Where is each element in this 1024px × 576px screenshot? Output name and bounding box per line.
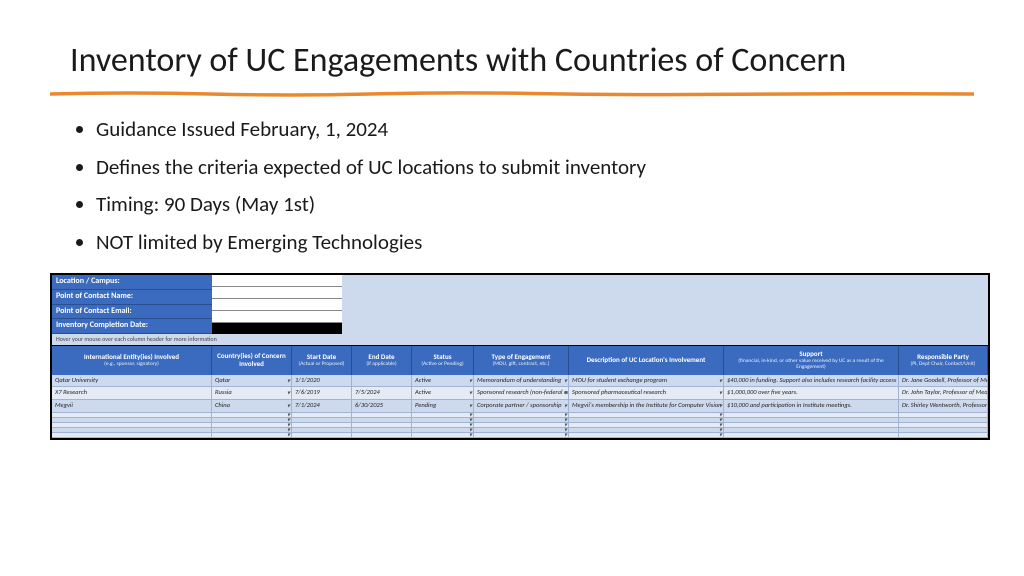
form-label-completion-date: Inventory Completion Date: (52, 319, 212, 334)
hint-text: Hover your mouse over each column header… (52, 334, 988, 346)
cell-end[interactable] (352, 433, 412, 438)
form-label-contact-name: Point of Contact Name: (52, 290, 212, 305)
cell-start[interactable] (292, 433, 352, 438)
table-header-row: International Entity(ies) Involved(e.g.,… (52, 346, 988, 375)
cell-resp[interactable]: Dr. Shirley Wentworth, Professor of C (899, 400, 988, 413)
bullet-item: Guidance Issued February, 1, 2024 (96, 113, 974, 147)
dropdown-arrow-icon[interactable]: ▾ (719, 377, 722, 384)
col-header-start: Start Date(Actual or Proposed) (292, 346, 352, 375)
col-header-status: Status(Active or Pending) (412, 346, 474, 375)
table-row: MegviiChina▾7/1/20246/30/2025Pending▾Cor… (52, 400, 988, 413)
form-input-location[interactable] (212, 275, 342, 287)
cell-type[interactable]: Corporate partner / sponsorship▾ (474, 400, 569, 413)
cell-status[interactable]: ▾ (412, 433, 474, 438)
cell-resp[interactable] (899, 433, 988, 438)
cell-resp[interactable]: Dr. Jane Goodell, Professor of Mecha (899, 375, 988, 388)
col-header-country: Country(ies) of Concern Involved (212, 346, 292, 375)
bullet-list: Guidance Issued February, 1, 2024 Define… (50, 113, 974, 259)
table-row: X7 ResearchRussia▾7/6/20197/5/2024Active… (52, 387, 988, 400)
form-header-area: Location / Campus: Point of Contact Name… (52, 275, 988, 333)
cell-end[interactable]: 7/5/2024 (352, 387, 412, 400)
cell-desc[interactable]: Sponsored pharmaceutical research▾ (569, 387, 724, 400)
bullet-item: NOT limited by Emerging Technologies (96, 226, 974, 260)
col-header-resp: Responsible Party(PI, Dept Chair, Contac… (899, 346, 988, 375)
cell-type[interactable]: Sponsored research (non-federal only)▾ (474, 387, 569, 400)
dropdown-arrow-icon[interactable]: ▾ (564, 403, 567, 410)
page-title: Inventory of UC Engagements with Countri… (50, 40, 974, 81)
form-label-contact-email: Point of Contact Email: (52, 305, 212, 320)
dropdown-arrow-icon[interactable]: ▾ (564, 377, 567, 384)
bullet-item: Defines the criteria expected of UC loca… (96, 151, 974, 185)
cell-resp[interactable]: Dr. John Taylor, Professor of Medicine (899, 387, 988, 400)
bullet-item: Timing: 90 Days (May 1st) (96, 188, 974, 222)
cell-country[interactable]: Russia▾ (212, 387, 292, 400)
dropdown-arrow-icon[interactable]: ▾ (469, 390, 472, 397)
dropdown-arrow-icon[interactable]: ▾ (469, 433, 472, 438)
dropdown-arrow-icon[interactable]: ▾ (719, 403, 722, 410)
title-underline (50, 91, 974, 95)
cell-country[interactable]: China▾ (212, 400, 292, 413)
cell-support[interactable]: $40,000 in funding. Support also include… (724, 375, 899, 388)
cell-entity[interactable]: X7 Research (52, 387, 212, 400)
spreadsheet-screenshot: Location / Campus: Point of Contact Name… (50, 273, 990, 440)
table-body: Qatar UniversityQatar▾1/1/2020 Active▾Mem… (52, 375, 988, 438)
dropdown-arrow-icon[interactable]: ▾ (564, 433, 567, 438)
form-input-contact-name[interactable] (212, 287, 342, 299)
cell-start[interactable]: 7/1/2024 (292, 400, 352, 413)
cell-desc[interactable]: Megvii's membership in the Institute for… (569, 400, 724, 413)
col-header-type: Type of Engagement(MOU, gift, contract, … (474, 346, 569, 375)
cell-country[interactable]: Qatar▾ (212, 375, 292, 388)
cell-desc[interactable]: MOU for student exchange program▾ (569, 375, 724, 388)
form-label-location: Location / Campus: (52, 275, 212, 290)
cell-start[interactable]: 7/6/2019 (292, 387, 352, 400)
cell-entity[interactable]: Megvii (52, 400, 212, 413)
col-header-end: End Date(if applicable) (352, 346, 412, 375)
cell-entity[interactable]: Qatar University (52, 375, 212, 388)
cell-desc[interactable]: ▾ (569, 433, 724, 438)
cell-type[interactable]: ▾ (474, 433, 569, 438)
table-row: ▾ ▾ ▾ ▾ (52, 433, 988, 438)
form-input-contact-email[interactable] (212, 299, 342, 311)
cell-end[interactable] (352, 375, 412, 388)
dropdown-arrow-icon[interactable]: ▾ (287, 403, 290, 410)
dropdown-arrow-icon[interactable]: ▾ (287, 390, 290, 397)
cell-support[interactable]: $10,000 and participation in Institute m… (724, 400, 899, 413)
dropdown-arrow-icon[interactable]: ▾ (564, 390, 567, 397)
dropdown-arrow-icon[interactable]: ▾ (287, 433, 290, 438)
form-input-completion-date[interactable] (212, 311, 342, 323)
cell-status[interactable]: Pending▾ (412, 400, 474, 413)
dropdown-arrow-icon[interactable]: ▾ (469, 377, 472, 384)
col-header-desc: Description of UC Location's Involvement (569, 346, 724, 375)
cell-support[interactable] (724, 433, 899, 438)
cell-status[interactable]: Active▾ (412, 375, 474, 388)
cell-support[interactable]: $1,000,000 over five years. (724, 387, 899, 400)
dropdown-arrow-icon[interactable]: ▾ (719, 433, 722, 438)
col-header-entity: International Entity(ies) Involved(e.g.,… (52, 346, 212, 375)
dropdown-arrow-icon[interactable]: ▾ (469, 403, 472, 410)
cell-entity[interactable] (52, 433, 212, 438)
table-row: Qatar UniversityQatar▾1/1/2020 Active▾Mem… (52, 375, 988, 388)
cell-end[interactable]: 6/30/2025 (352, 400, 412, 413)
cell-start[interactable]: 1/1/2020 (292, 375, 352, 388)
cell-type[interactable]: Memorandum of understanding▾ (474, 375, 569, 388)
dropdown-arrow-icon[interactable]: ▾ (719, 390, 722, 397)
dropdown-arrow-icon[interactable]: ▾ (287, 377, 290, 384)
cell-status[interactable]: Active▾ (412, 387, 474, 400)
col-header-support: Support(financial, in-kind, or other val… (724, 346, 899, 375)
cell-country[interactable]: ▾ (212, 433, 292, 438)
